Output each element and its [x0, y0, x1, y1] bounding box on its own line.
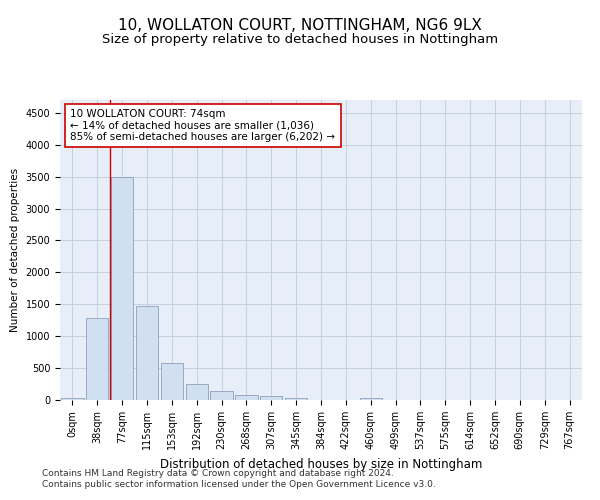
Bar [111, 176, 133, 400]
Text: 10, WOLLATON COURT, NOTTINGHAM, NG6 9LX: 10, WOLLATON COURT, NOTTINGHAM, NG6 9LX [118, 18, 482, 32]
Bar [211, 391, 233, 400]
Text: Contains public sector information licensed under the Open Government Licence v3: Contains public sector information licen… [42, 480, 436, 489]
Bar [185, 384, 208, 400]
Bar [285, 398, 307, 400]
Text: 10 WOLLATON COURT: 74sqm
← 14% of detached houses are smaller (1,036)
85% of sem: 10 WOLLATON COURT: 74sqm ← 14% of detach… [70, 109, 335, 142]
X-axis label: Distribution of detached houses by size in Nottingham: Distribution of detached houses by size … [160, 458, 482, 470]
Text: Contains HM Land Registry data © Crown copyright and database right 2024.: Contains HM Land Registry data © Crown c… [42, 468, 394, 477]
Bar [136, 306, 158, 400]
Bar [260, 396, 283, 400]
Bar [61, 398, 83, 400]
Bar [359, 398, 382, 400]
Bar [235, 395, 257, 400]
Bar [161, 364, 183, 400]
Y-axis label: Number of detached properties: Number of detached properties [10, 168, 20, 332]
Text: Size of property relative to detached houses in Nottingham: Size of property relative to detached ho… [102, 32, 498, 46]
Bar [86, 318, 109, 400]
